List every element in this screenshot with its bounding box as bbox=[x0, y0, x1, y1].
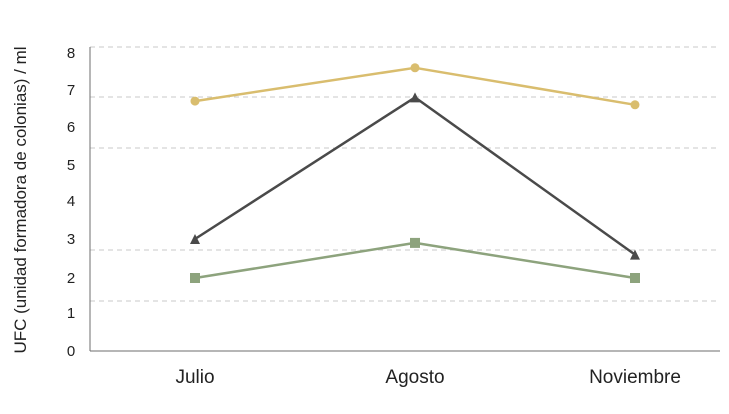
series-triangle bbox=[190, 92, 640, 260]
y-tick-label: 0 bbox=[67, 343, 75, 360]
data-point bbox=[630, 249, 640, 260]
y-tick-label: 6 bbox=[67, 119, 75, 136]
x-tick-label: Noviembre bbox=[589, 367, 681, 388]
y-tick-label: 1 bbox=[67, 305, 75, 322]
gridlines bbox=[90, 46, 720, 302]
y-axis-label: UFC (unidad formadora de colonias) / ml bbox=[11, 46, 30, 353]
series-line bbox=[194, 241, 636, 280]
y-tick-labels: 0 1 2 3 4 5 6 7 8 bbox=[67, 45, 75, 360]
data-point bbox=[410, 237, 420, 248]
x-tick-label: Agosto bbox=[385, 367, 444, 388]
data-point bbox=[190, 234, 200, 244]
series-square bbox=[190, 237, 640, 283]
y-tick-label: 3 bbox=[67, 231, 75, 248]
data-point bbox=[410, 92, 420, 103]
data-point bbox=[410, 63, 420, 73]
y-tick-label: 5 bbox=[67, 157, 75, 174]
y-tick-label: 8 bbox=[67, 45, 75, 62]
series-circle bbox=[190, 63, 640, 110]
y-tick-label: 4 bbox=[67, 193, 75, 210]
y-tick-label: 2 bbox=[67, 270, 75, 287]
x-tick-label: Julio bbox=[175, 367, 214, 388]
series-lines bbox=[190, 63, 640, 283]
data-point bbox=[190, 273, 200, 283]
data-point bbox=[190, 96, 200, 106]
data-point bbox=[630, 100, 640, 110]
data-point bbox=[630, 273, 640, 283]
x-tick-labels: Julio Agosto Noviembre bbox=[175, 367, 680, 388]
y-tick-label: 7 bbox=[67, 82, 75, 99]
series-line bbox=[194, 96, 636, 256]
